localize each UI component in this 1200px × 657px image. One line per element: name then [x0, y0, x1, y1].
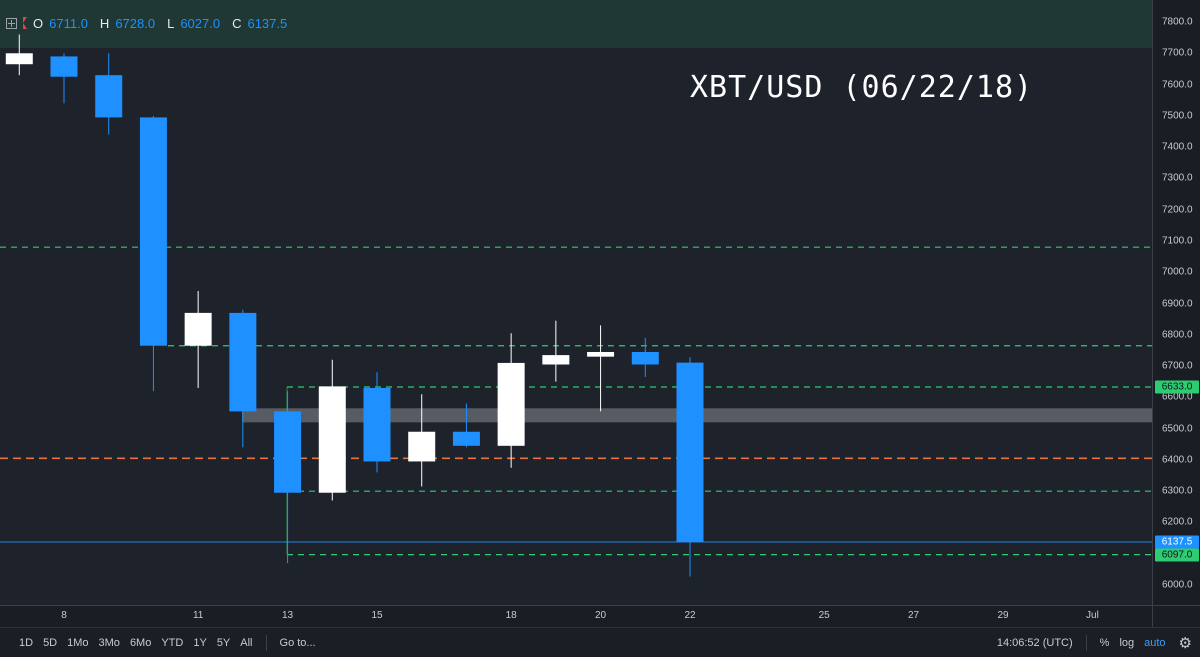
candle-body	[408, 431, 436, 462]
candle-body	[5, 53, 33, 65]
chart-area[interactable]: O 6711.0 H 6728.0 L 6027.0 C 6137.5 XBT/USD …	[0, 0, 1152, 605]
toolbar-divider	[1085, 634, 1087, 651]
candle-body	[184, 312, 212, 346]
range-1mo-button[interactable]: 1Mo	[67, 636, 89, 649]
range-ytd-button[interactable]: YTD	[161, 636, 184, 649]
candle-body	[95, 75, 123, 118]
price-tick-label: 6400.0	[1162, 454, 1193, 466]
time-tick-label: Jul	[1086, 610, 1099, 621]
header-band	[0, 0, 1152, 48]
candle-body	[497, 362, 525, 446]
range-5y-button[interactable]: 5Y	[216, 636, 231, 649]
log-toggle[interactable]: log	[1119, 636, 1135, 649]
percent-toggle[interactable]: %	[1099, 636, 1110, 649]
time-tick-label: 20	[595, 610, 607, 621]
ohlc-close-value: 6137.5	[247, 15, 288, 31]
time-tick-label: 18	[505, 610, 517, 621]
price-level-tag: 6633.0	[1155, 380, 1199, 394]
time-axis[interactable]: 8 11 13 15 18 20 22 25 27 29 Jul	[0, 605, 1152, 627]
price-tick-label: 6500.0	[1162, 423, 1193, 435]
candle-body	[631, 351, 659, 365]
price-tick-label: 6900.0	[1162, 298, 1193, 309]
range-buttons: 1D 5D 1Mo 3Mo 6Mo YTD 1Y 5Y All Go to...	[14, 634, 321, 651]
range-3mo-button[interactable]: 3Mo	[98, 636, 120, 649]
goto-button[interactable]: Go to...	[279, 636, 316, 649]
candle-body	[318, 386, 346, 493]
chart-title: XBT/USD (06/22/18)	[690, 70, 1034, 105]
time-tick-label: 13	[282, 610, 294, 621]
price-tick-label: 6000.0	[1162, 579, 1193, 591]
price-tick-label: 7800.0	[1162, 16, 1193, 28]
ohlc-open-key: O	[33, 15, 44, 31]
candle-body	[50, 56, 78, 77]
price-tick-label: 6300.0	[1162, 485, 1193, 497]
price-level-tag: 6137.5	[1155, 535, 1199, 549]
price-axis[interactable]: 6000.06100.06200.06300.06400.06500.06600…	[1152, 0, 1200, 605]
axis-corner	[1152, 605, 1200, 627]
flag-icon[interactable]	[23, 17, 27, 29]
candle-body	[274, 411, 302, 493]
candle-body	[676, 362, 704, 542]
price-chart[interactable]	[0, 0, 1152, 605]
ohlc-high-key: H	[99, 15, 110, 31]
range-1d-button[interactable]: 1D	[19, 636, 34, 649]
toolbar-divider	[265, 634, 267, 651]
range-6mo-button[interactable]: 6Mo	[129, 636, 152, 649]
auto-toggle[interactable]: auto	[1144, 636, 1166, 649]
time-tick-label: 15	[371, 610, 383, 621]
price-tick-label: 7500.0	[1162, 110, 1193, 122]
bottom-toolbar: 1D 5D 1Mo 3Mo 6Mo YTD 1Y 5Y All Go to...…	[0, 627, 1200, 657]
ohlc-close-key: C	[232, 15, 242, 31]
time-tick-label: 11	[192, 610, 204, 621]
price-tick-label: 7100.0	[1162, 235, 1193, 247]
candle-body	[229, 312, 257, 412]
price-tick-label: 7300.0	[1162, 172, 1193, 184]
time-tick-label: 8	[61, 610, 67, 621]
time-tick-label: 29	[997, 610, 1009, 621]
range-1y-button[interactable]: 1Y	[193, 636, 207, 649]
ohlc-header: O 6711.0 H 6728.0 L 6027.0 C 6137.5	[6, 14, 293, 32]
toolbar-right: 14:06:52 (UTC) % log auto ⚙	[992, 634, 1192, 652]
candle-body	[452, 431, 480, 446]
time-tick-label: 27	[908, 610, 920, 621]
time-display[interactable]: 14:06:52 (UTC)	[996, 636, 1073, 649]
range-5d-button[interactable]: 5D	[43, 636, 58, 649]
ohlc-open-value: 6711.0	[49, 15, 88, 31]
gear-icon[interactable]: ⚙	[1178, 634, 1192, 652]
ohlc-low-value: 6027.0	[180, 15, 221, 31]
price-tick-label: 7200.0	[1162, 204, 1193, 216]
candle-body	[587, 351, 615, 357]
price-tick-label: 6700.0	[1162, 360, 1193, 372]
candle-body	[542, 355, 570, 365]
ohlc-low-key: L	[167, 15, 175, 31]
price-tick-label: 7000.0	[1162, 266, 1193, 278]
price-tick-label: 7700.0	[1162, 47, 1193, 59]
price-tick-label: 6200.0	[1162, 516, 1193, 528]
price-tick-label: 7400.0	[1162, 141, 1193, 153]
time-tick-label: 22	[684, 610, 696, 621]
time-tick-label: 25	[818, 610, 830, 621]
expand-icon[interactable]	[6, 17, 17, 29]
candle-body	[363, 387, 391, 462]
price-tick-label: 7600.0	[1162, 79, 1193, 91]
price-tick-label: 6800.0	[1162, 329, 1193, 341]
price-level-tag: 6097.0	[1155, 548, 1199, 562]
candle-body	[139, 117, 167, 346]
price-tick-label: 6600.0	[1162, 391, 1193, 403]
ohlc-high-value: 6728.0	[115, 15, 156, 31]
range-all-button[interactable]: All	[240, 636, 253, 649]
